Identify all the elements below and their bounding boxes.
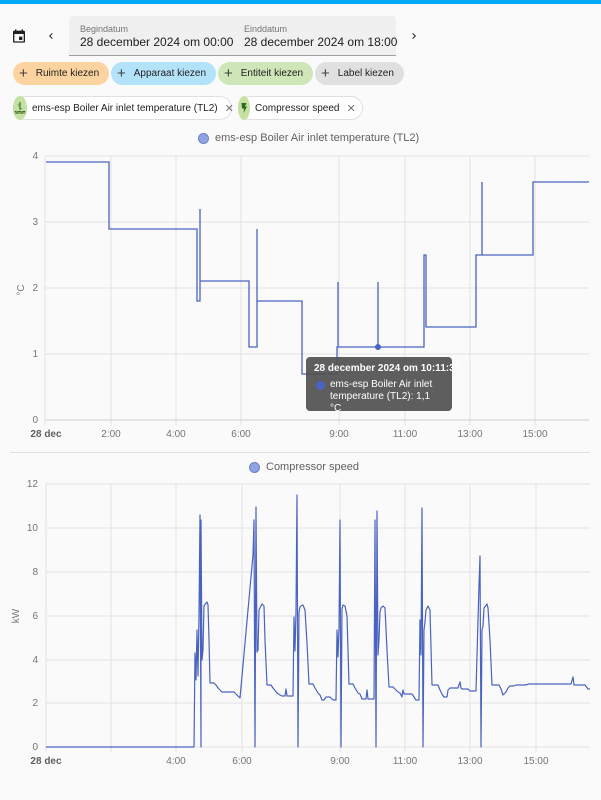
chart1-legend-label: ems-esp Boiler Air inlet temperature (TL… [215, 132, 420, 144]
temperature-chart[interactable]: 4 3 2 1 0 °C 28 dec 2:00 4:00 6:00 9:00 … [0, 145, 601, 445]
svg-text:3: 3 [32, 217, 38, 228]
end-date-label: Einddatum [244, 24, 288, 34]
compressor-chart[interactable]: 12 10 8 6 4 2 0 kW 28 dec 4:00 6:00 9:00… [0, 475, 601, 775]
chevron-right-icon [412, 33, 416, 39]
svg-text:28 dec: 28 dec [30, 756, 62, 767]
svg-text:10: 10 [27, 523, 39, 534]
svg-text:2: 2 [32, 698, 38, 709]
pick-label-button[interactable]: + Label kiezen [315, 62, 404, 85]
svg-text:15:00: 15:00 [522, 429, 547, 440]
entity-chip-label: Compressor speed [255, 102, 340, 114]
svg-text:0: 0 [32, 742, 38, 753]
svg-text:9:00: 9:00 [330, 756, 350, 767]
entity-chip-label: ems-esp Boiler Air inlet temperature (TL… [32, 102, 218, 114]
pick-area-label: Ruimte kiezen [35, 68, 100, 79]
previous-period-button[interactable] [42, 26, 60, 46]
flash-icon [238, 96, 250, 120]
pick-entity-label: Entiteit kiezen [240, 68, 304, 79]
svg-text:13:00: 13:00 [457, 756, 482, 767]
svg-text:9:00: 9:00 [329, 429, 349, 440]
svg-text:13:00: 13:00 [457, 429, 482, 440]
tooltip-text: ems-esp Boiler Air inlet temperature (TL… [330, 379, 433, 414]
legend-dot-icon [249, 461, 260, 473]
svg-text:15:00: 15:00 [523, 756, 548, 767]
remove-entity-close-icon[interactable]: ✕ [346, 102, 356, 115]
chart2-y-unit: kW [11, 608, 22, 623]
svg-text:4: 4 [32, 151, 38, 162]
svg-text:11:00: 11:00 [393, 756, 418, 767]
remove-entity-close-icon[interactable]: ✕ [224, 102, 234, 115]
pick-label-label: Label kiezen [337, 68, 394, 79]
calendar-icon [13, 29, 25, 43]
pick-device-button[interactable]: + Apparaat kiezen [111, 62, 217, 85]
entity-chip-air-inlet-temperature[interactable]: ems-esp Boiler Air inlet temperature (TL… [13, 96, 234, 120]
chart2-y-ticks: 12 10 8 6 4 2 0 [27, 479, 39, 753]
svg-text:4:00: 4:00 [166, 429, 186, 440]
svg-text:28 dec: 28 dec [30, 429, 62, 440]
tooltip-title: 28 december 2024 om 10:11:37 [314, 363, 461, 374]
chart1-y-ticks: 4 3 2 1 0 [32, 151, 38, 426]
svg-text:2:00: 2:00 [101, 429, 121, 440]
end-date-value: 28 december 2024 om 18:00 [244, 35, 398, 49]
svg-text:1: 1 [32, 349, 38, 360]
svg-text:11:00: 11:00 [393, 429, 418, 440]
chart2-x-ticks: 28 dec 4:00 6:00 9:00 11:00 13:00 15:00 [30, 756, 549, 767]
chart2-legend-item[interactable]: Compressor speed [249, 461, 359, 473]
chart1-x-ticks: 28 dec 2:00 4:00 6:00 9:00 11:00 13:00 1… [30, 429, 548, 440]
plus-icon: + [117, 65, 126, 82]
hover-point [375, 344, 381, 350]
chart2-grid [45, 483, 590, 752]
pick-area-button[interactable]: + Ruimte kiezen [13, 62, 110, 85]
compressor-series-line[interactable] [46, 494, 590, 748]
thermometer-water-icon [13, 96, 27, 120]
plus-icon: + [19, 65, 28, 82]
svg-text:4: 4 [32, 655, 38, 666]
chart-tooltip: 28 december 2024 om 10:11:37 ems-esp Boi… [306, 357, 461, 414]
pick-entity-button[interactable]: + Entiteit kiezen [218, 62, 314, 85]
tooltip-series-dot-icon [316, 381, 325, 390]
start-date-label: Begindatum [80, 24, 129, 34]
legend-dot-icon [198, 132, 209, 144]
entity-chip-compressor-speed[interactable]: Compressor speed ✕ [238, 96, 363, 120]
svg-text:0: 0 [32, 415, 38, 426]
svg-text:6: 6 [32, 611, 38, 622]
temperature-series-line[interactable] [46, 161, 589, 375]
svg-text:8: 8 [32, 567, 38, 578]
svg-text:4:00: 4:00 [166, 756, 186, 767]
plus-icon: + [321, 65, 330, 82]
svg-text:6:00: 6:00 [231, 429, 251, 440]
date-range-picker[interactable]: Begindatum 28 december 2024 om 00:00 Ein… [69, 16, 398, 56]
svg-text:6:00: 6:00 [232, 756, 252, 767]
svg-text:12: 12 [27, 479, 39, 490]
chart-divider [10, 452, 590, 453]
svg-text:2: 2 [32, 283, 38, 294]
next-period-button[interactable] [405, 26, 423, 46]
chevron-left-icon [49, 33, 53, 39]
chart1-y-unit: °C [16, 284, 27, 295]
chart1-legend-item[interactable]: ems-esp Boiler Air inlet temperature (TL… [198, 132, 419, 144]
pick-device-label: Apparaat kiezen [133, 68, 207, 79]
plus-icon: + [224, 65, 233, 82]
chart2-legend-label: Compressor speed [266, 461, 359, 473]
app-top-bar [0, 0, 601, 4]
start-date-value: 28 december 2024 om 00:00 [80, 35, 234, 49]
calendar-button[interactable] [9, 26, 29, 46]
